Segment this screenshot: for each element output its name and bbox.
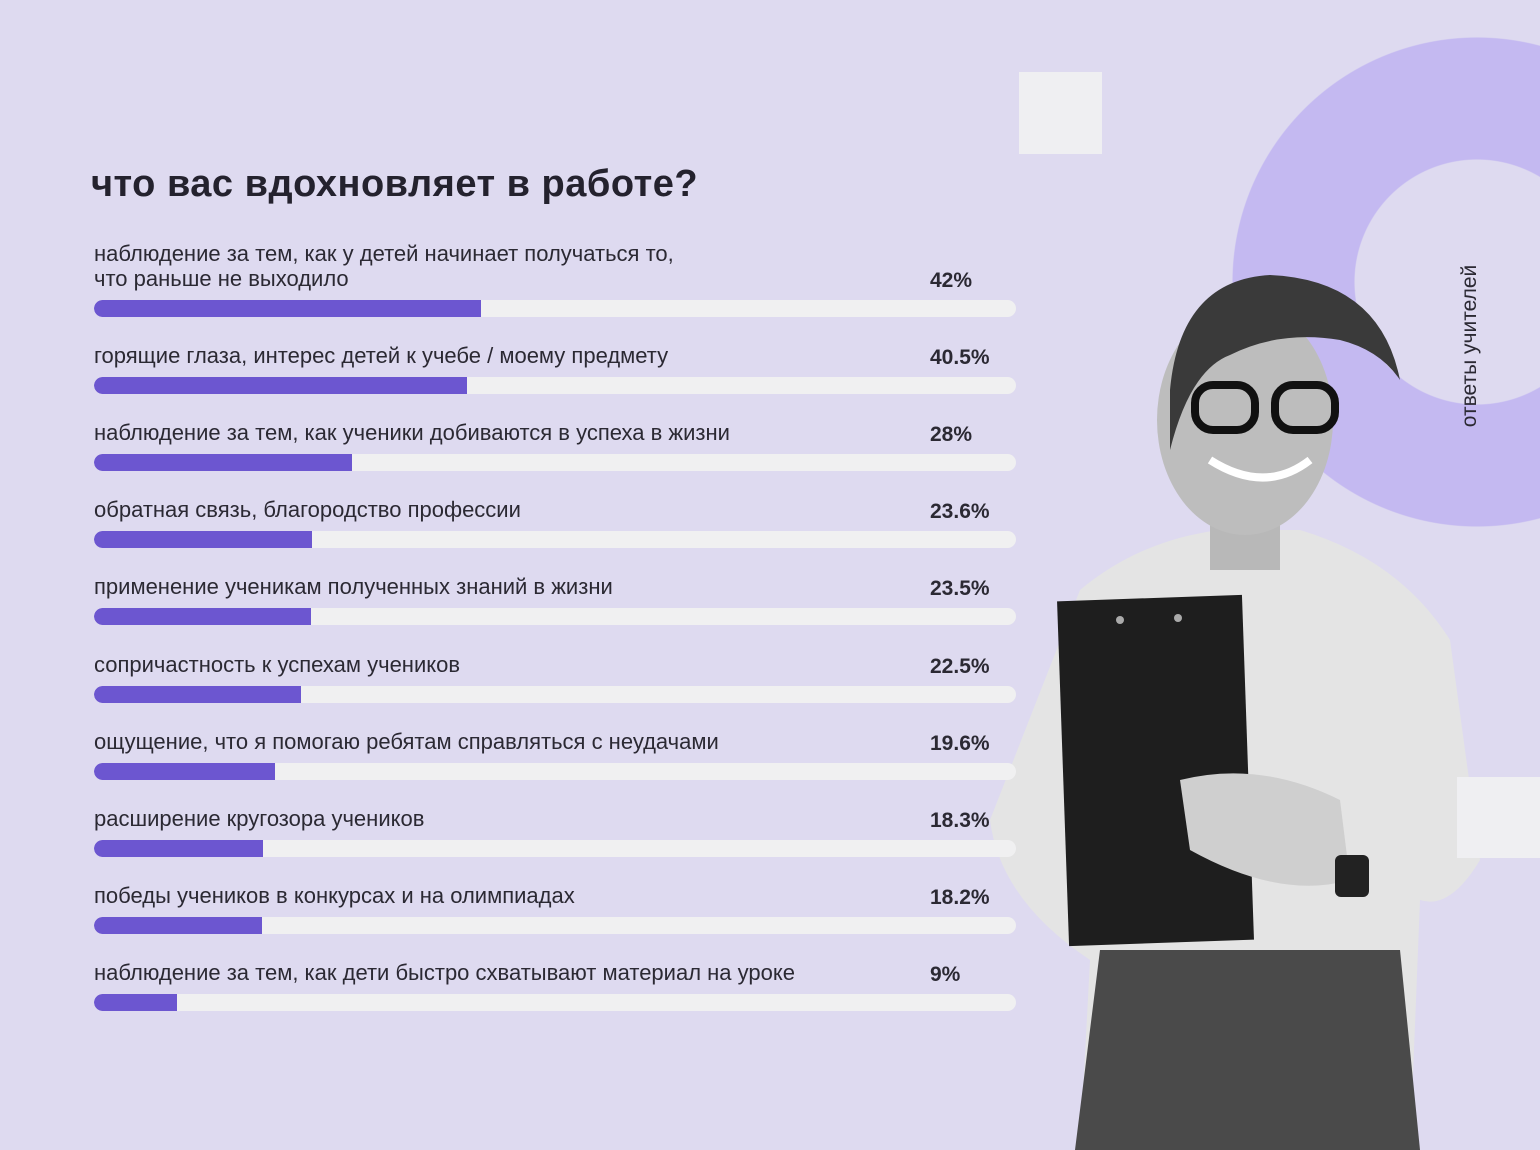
bar-track (94, 763, 1016, 780)
bar-value-label: 22.5% (930, 655, 990, 678)
bar-track (94, 608, 1016, 625)
bar-row: наблюдение за тем, как ученики добиваютс… (94, 391, 1016, 471)
bar-value-label: 42% (930, 269, 973, 292)
decorative-square (1019, 72, 1102, 154)
bar-label: расширение кругозора учеников (94, 806, 425, 831)
bar-row: расширение кругозора учеников 18.3% (94, 777, 1016, 857)
bar-row: наблюдение за тем, как у детей начинает … (94, 237, 1016, 317)
bar-label: горящие глаза, интерес детей к учебе / м… (94, 343, 669, 368)
chart-title: что вас вдохновляет в работе? (91, 163, 699, 205)
bar-label: наблюдение за тем, как ученики добиваютс… (94, 420, 730, 445)
bar-fill (94, 454, 353, 471)
bar-row: применение ученикам полученных знаний в … (94, 545, 1016, 625)
bar-row: обратная связь, благородство профессии 23… (94, 468, 1016, 548)
bar-fill (94, 763, 275, 780)
bar-label: ощущение, что я помогаю ребятам справлят… (94, 729, 719, 754)
bar-label: победы учеников в конкурсах и на олимпиа… (94, 883, 575, 908)
bar-track (94, 994, 1016, 1011)
bar-label: применение ученикам полученных знаний в … (94, 574, 613, 599)
bar-label: наблюдение за тем, как дети быстро схват… (94, 960, 795, 985)
bar-fill (94, 840, 263, 857)
bar-fill (94, 994, 177, 1011)
bar-value-label: 40.5% (930, 346, 990, 369)
bar-row: ощущение, что я помогаю ребятам справлят… (94, 700, 1016, 780)
bar-track (94, 300, 1016, 317)
bar-track (94, 454, 1016, 471)
bar-label: обратная связь, благородство профессии (94, 497, 521, 522)
bar-track (94, 686, 1016, 703)
bar-value-label: 9% (930, 963, 961, 986)
bar-track (94, 377, 1016, 394)
decorative-square (1457, 777, 1540, 858)
bar-row: сопричастность к успехам учеников 22.5% (94, 623, 1016, 703)
bar-fill (94, 377, 468, 394)
bar-value-label: 23.5% (930, 577, 990, 600)
bar-row: горящие глаза, интерес детей к учебе / м… (94, 314, 1016, 394)
bar-value-label: 23.6% (930, 500, 990, 523)
bar-row: наблюдение за тем, как дети быстро схват… (94, 931, 1016, 1011)
bar-value-label: 18.3% (930, 809, 990, 832)
bar-label: наблюдение за тем, как у детей начинает … (94, 241, 674, 291)
bar-row: победы учеников в конкурсах и на олимпиа… (94, 854, 1016, 934)
bar-value-label: 28% (930, 423, 973, 446)
bar-track (94, 840, 1016, 857)
teacher-photo (990, 275, 1480, 1150)
bar-track (94, 917, 1016, 934)
side-label: ответы учителей (1458, 264, 1481, 428)
bar-track (94, 531, 1016, 548)
bar-fill (94, 531, 312, 548)
bar-value-label: 18.2% (930, 886, 990, 909)
bar-fill (94, 917, 262, 934)
bar-fill (94, 686, 302, 703)
bar-label: сопричастность к успехам учеников (94, 652, 461, 677)
bar-value-label: 19.6% (930, 732, 990, 755)
bar-fill (94, 300, 482, 317)
bar-fill (94, 608, 311, 625)
